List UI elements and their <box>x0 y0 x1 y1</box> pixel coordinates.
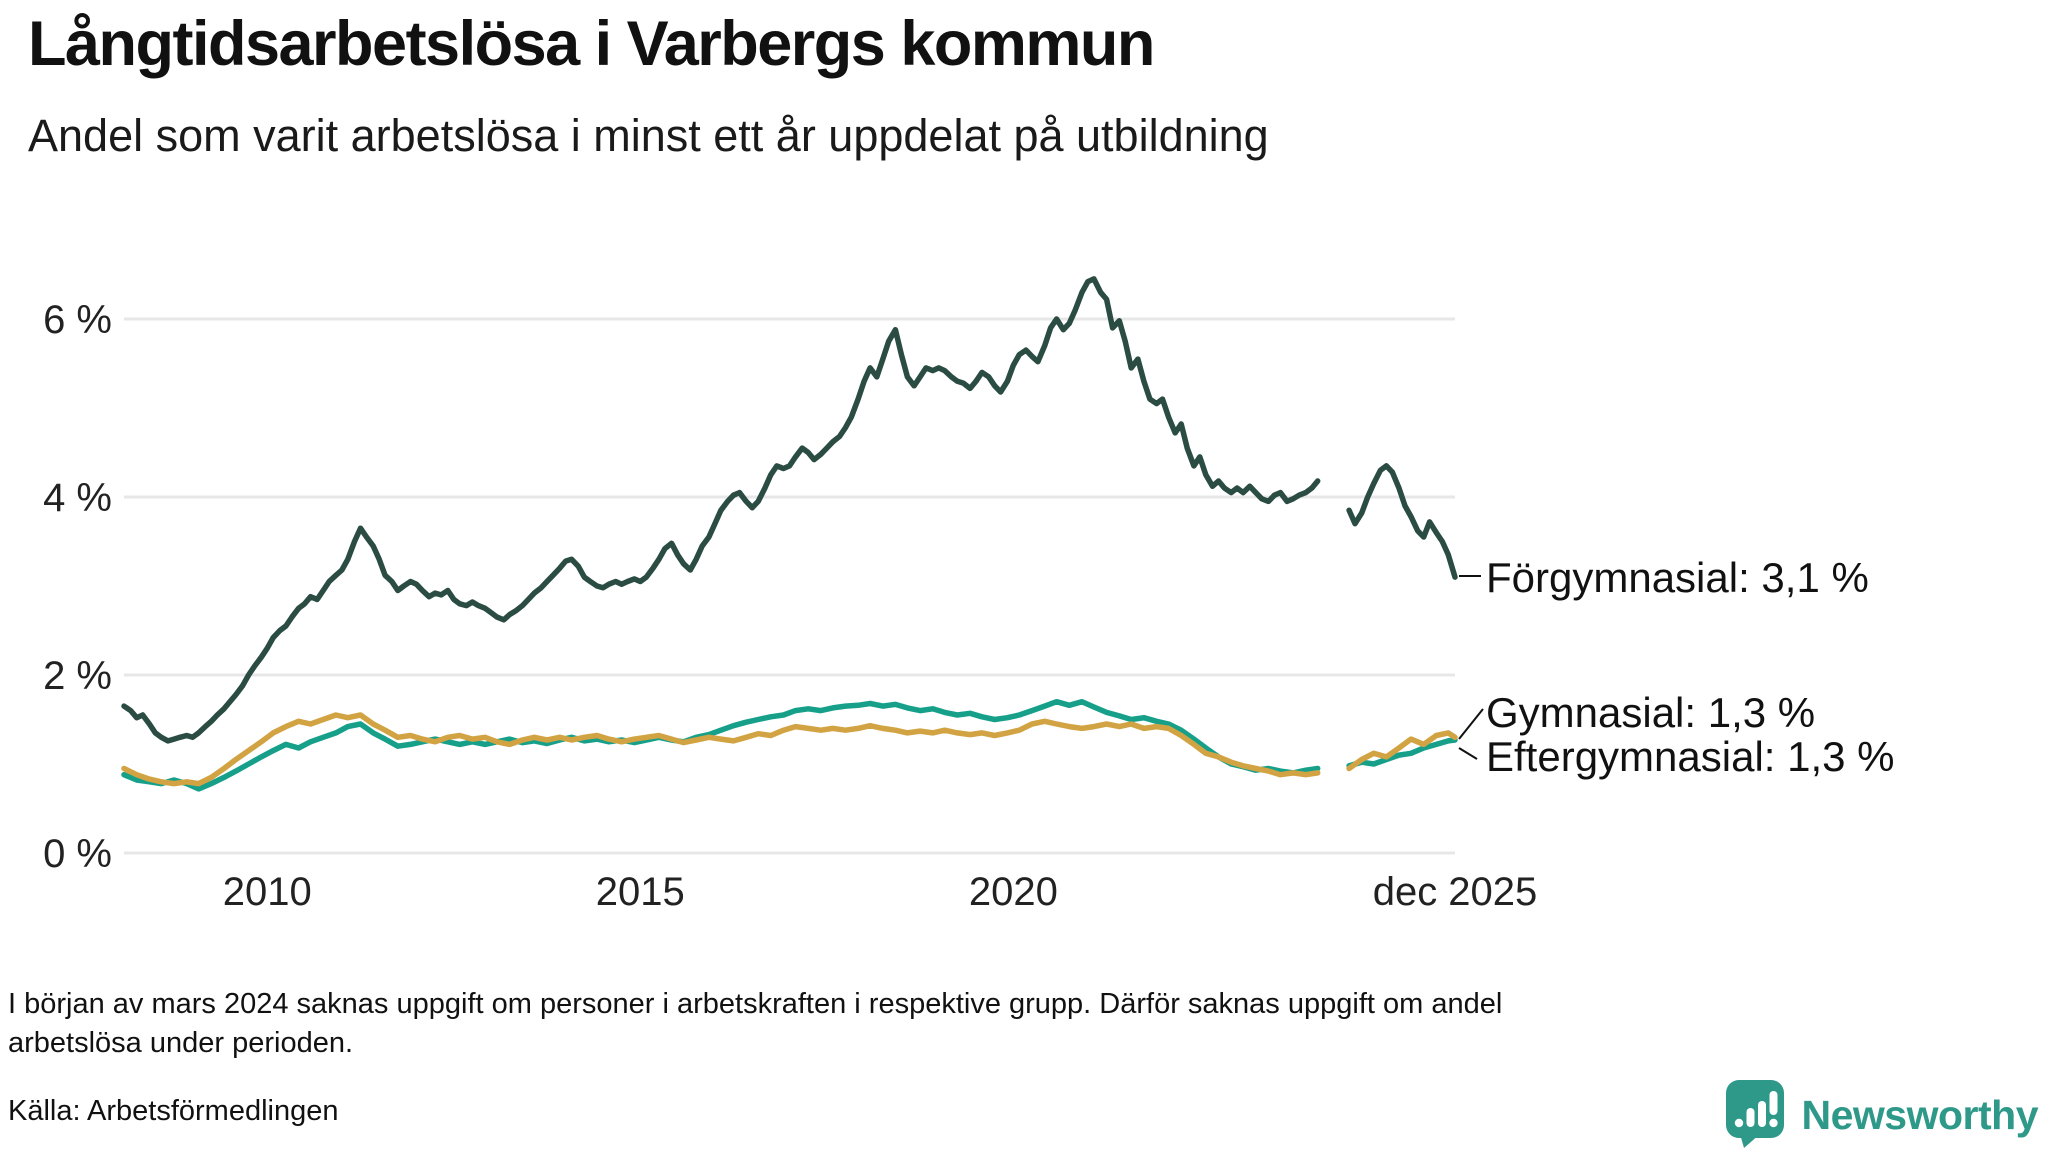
x-axis-label: 2020 <box>969 870 1058 914</box>
source-line: Källa: Arbetsförmedlingen <box>8 1095 339 1127</box>
y-axis-label: 4 % <box>43 476 112 520</box>
chart-subtitle: Andel som varit arbetslösa i minst ett å… <box>28 110 1269 161</box>
y-axis-label: 2 % <box>43 654 112 698</box>
series-line-forgymnasial <box>121 276 1321 744</box>
series-line-eftergymnasial <box>1346 730 1458 772</box>
y-axis-label: 6 % <box>43 298 112 342</box>
y-axis-label: 0 % <box>43 832 112 876</box>
newsworthy-wordmark: Newsworthy <box>1801 1092 2039 1138</box>
x-axis-label: 2015 <box>596 870 685 914</box>
branding: Newsworthy <box>1724 1078 2039 1152</box>
end-label-forgymnasial: Förgymnasial: 3,1 % <box>1486 554 1869 601</box>
footnote: I början av mars 2024 saknas uppgift om … <box>8 988 1503 1059</box>
x-axis-label: dec 2025 <box>1373 870 1538 914</box>
series-line-gymnasial <box>121 698 1321 792</box>
end-label-gymnasial: Gymnasial: 1,3 % <box>1486 689 1815 736</box>
x-axis-label: 2010 <box>223 870 312 914</box>
series-line-eftergymnasial <box>121 712 1321 787</box>
end-label-eftergymnasial: Eftergymnasial: 1,3 % <box>1486 733 1895 780</box>
leader-line-eftergymnasial <box>1458 747 1478 760</box>
page-title: Långtidsarbetslösa i Varbergs kommun <box>28 9 1155 79</box>
series-line-forgymnasial <box>1346 463 1458 580</box>
leader-line-gymnasial <box>1458 708 1484 740</box>
newsworthy-logo-icon <box>1724 1078 1788 1152</box>
series-line-gymnasial <box>1346 737 1458 769</box>
